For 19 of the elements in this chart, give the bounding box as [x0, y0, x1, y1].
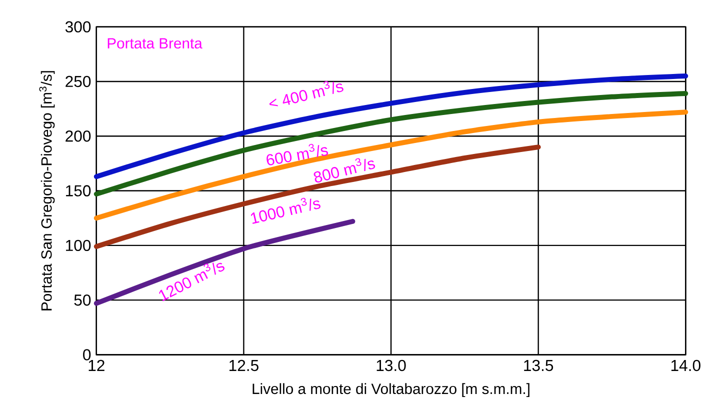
x-tick-label: 13.0 — [376, 360, 406, 371]
y-axis-title: Portata San Gregorio-Piovego [m$^{3}$/s] — [39, 70, 55, 310]
y-tick-label: 150 — [66, 185, 91, 196]
x-tick-label: 13.5 — [524, 360, 554, 371]
y-tick-label: 0 — [83, 348, 91, 360]
y-tick-label: 100 — [66, 240, 91, 251]
line-series — [94, 144, 541, 249]
text: < 400 m$^{3}$/s — [269, 80, 344, 106]
x-tick-label: 12.5 — [230, 360, 258, 371]
text: 1200 m$^{3}$/s — [159, 262, 225, 302]
x-axis-title: Livello a monte di Voltabarozzo [m s.m.m.] — [252, 383, 530, 397]
annotation: Portata Brenta — [108, 38, 202, 48]
y-tick-label: 200 — [66, 130, 91, 142]
text: 1000 m$^{3}$/s — [250, 198, 320, 224]
y-tick-label: 250 — [66, 76, 91, 87]
y-tick-label: 300 — [65, 21, 91, 32]
x-tick-label: 14.0 — [671, 360, 700, 371]
y-tick-label: 50 — [74, 294, 91, 306]
x-tick-label: 12 — [88, 360, 104, 371]
